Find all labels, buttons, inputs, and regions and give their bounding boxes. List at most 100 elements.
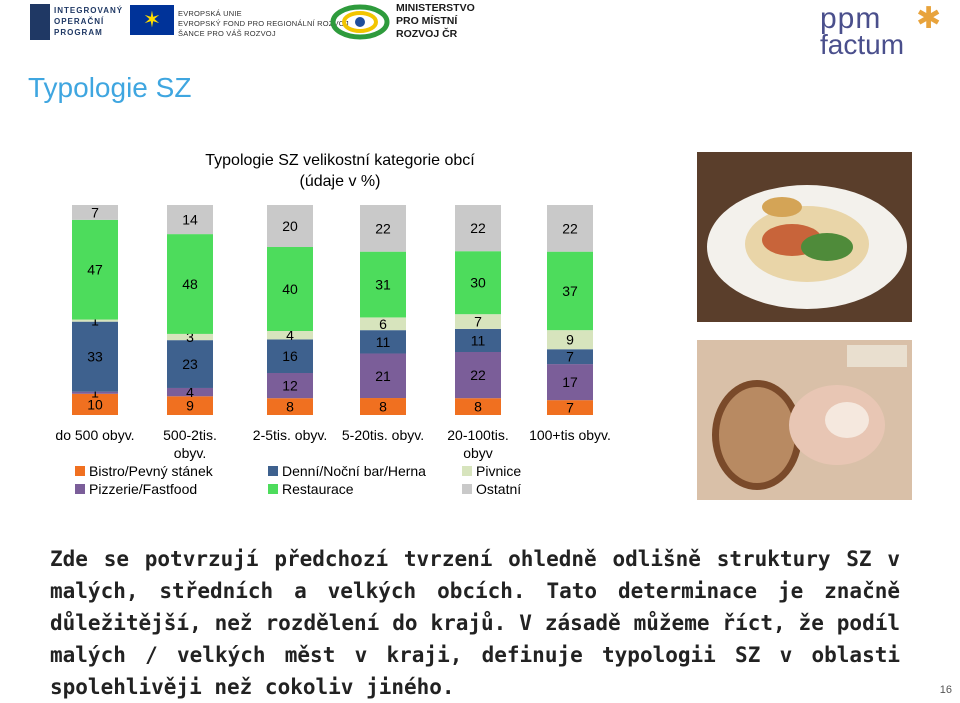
- data-label: 8: [286, 399, 294, 415]
- data-label: 8: [379, 399, 387, 415]
- bar-segment: [547, 330, 593, 350]
- bar-segment: [72, 205, 118, 220]
- plate-illustration-icon: [697, 152, 912, 322]
- eu-logo-line: EVROPSKÁ UNIE: [178, 9, 242, 18]
- data-label: 4: [286, 327, 294, 343]
- bar-segment: [267, 339, 313, 373]
- bar-segment: [167, 387, 213, 397]
- data-label: 7: [566, 400, 574, 416]
- data-label: 7: [91, 204, 99, 220]
- legend-label: Bistro/Pevný stánek: [89, 463, 214, 479]
- data-label: 22: [562, 220, 578, 236]
- ppm-star-icon: ✱: [916, 2, 942, 35]
- bar-segment: [547, 205, 593, 252]
- legend-swatch: [75, 484, 85, 494]
- legend-label: Pivnice: [476, 463, 521, 479]
- data-label: 1: [91, 313, 99, 329]
- category-tick-label: obyv: [463, 445, 493, 461]
- bar-segment: [267, 398, 313, 415]
- bar-segment: [360, 398, 406, 415]
- bar-segment: [267, 373, 313, 399]
- bar-segment: [72, 393, 118, 415]
- data-label: 7: [474, 314, 482, 330]
- eu-flag-icon: ✶: [130, 5, 174, 35]
- category-tick-label: 20-100tis.: [447, 427, 508, 443]
- bar-segment: [72, 319, 118, 322]
- bar-segment: [455, 328, 501, 352]
- bar-segment: [360, 205, 406, 252]
- bar-segment: [267, 331, 313, 340]
- data-label: 33: [87, 349, 103, 365]
- iop-logo-icon: [30, 4, 50, 40]
- data-label: 47: [87, 262, 103, 278]
- ppm-logo-bottom: factum: [820, 29, 905, 60]
- data-label: 10: [87, 396, 103, 412]
- data-label: 22: [470, 367, 486, 383]
- bar-segment: [455, 352, 501, 399]
- bar-segment: [360, 317, 406, 331]
- bar-segment: [455, 251, 501, 315]
- data-label: 48: [182, 276, 198, 292]
- mmr-logo-line: ROZVOJ ČR: [396, 28, 458, 40]
- bar-segment: [72, 321, 118, 392]
- bar-segment: [167, 205, 213, 235]
- data-label: 9: [186, 398, 194, 414]
- category-tick-label: 5-20tis. obyv.: [342, 427, 424, 443]
- iop-logo-line: INTEGROVANÝ: [54, 6, 124, 15]
- eu-logo-text: EVROPSKÁ UNIE EVROPSKÝ FOND PRO REGIONÁL…: [178, 9, 349, 39]
- food-photo-sausage: [697, 340, 912, 500]
- data-label: 20: [282, 218, 298, 234]
- category-tick-label: do 500 obyv.: [55, 427, 134, 443]
- data-label: 4: [186, 384, 194, 400]
- legend-swatch: [268, 466, 278, 476]
- mmr-logo: MINISTERSTVO PRO MÍSTNÍ ROZVOJ ČR: [396, 2, 475, 41]
- data-label: 7: [566, 349, 574, 365]
- data-label: 30: [470, 275, 486, 291]
- iop-logo-line: PROGRAM: [54, 28, 103, 37]
- bar-segment: [455, 314, 501, 329]
- category-tick-label: 2-5tis. obyv.: [253, 427, 327, 443]
- legend-swatch: [75, 466, 85, 476]
- bar-segment: [360, 353, 406, 399]
- bar-segment: [72, 391, 118, 394]
- data-label: 31: [375, 277, 391, 293]
- data-label: 22: [470, 220, 486, 236]
- data-label: 16: [282, 348, 298, 364]
- bar-segment: [547, 400, 593, 415]
- bar-segment: [455, 205, 501, 252]
- data-label: 11: [376, 334, 391, 350]
- category-tick-label: 500-2tis.: [163, 427, 217, 443]
- iop-logo: INTEGROVANÝ OPERAČNÍ PROGRAM: [30, 4, 125, 42]
- chart-title-line: (údaje v %): [299, 173, 381, 190]
- chart-title-line: Typologie SZ velikostní kategorie obcí: [205, 152, 475, 169]
- data-label: 17: [562, 374, 578, 390]
- data-label: 1: [91, 385, 99, 401]
- data-label: 21: [375, 368, 391, 384]
- bar-segment: [167, 234, 213, 334]
- category-tick-label: obyv.: [174, 445, 206, 461]
- data-label: 3: [186, 329, 194, 345]
- food-photo-plate: [697, 152, 912, 322]
- mmr-logo-line: MINISTERSTVO: [396, 2, 475, 14]
- page-title: Typologie SZ: [28, 72, 192, 103]
- sausage-illustration-icon: [697, 340, 912, 500]
- legend-label: Restaurace: [282, 481, 354, 497]
- page-number: 16: [939, 684, 952, 696]
- regional-swirl-icon: [330, 4, 390, 40]
- data-label: 14: [182, 212, 198, 228]
- category-tick-label: 100+tis obyv.: [529, 427, 611, 443]
- bar-segment: [547, 364, 593, 401]
- data-label: 11: [471, 332, 486, 348]
- bar-segment: [455, 398, 501, 415]
- data-label: 23: [182, 356, 198, 372]
- legend-swatch: [268, 484, 278, 494]
- data-label: 40: [282, 281, 298, 297]
- data-label: 6: [379, 316, 387, 332]
- bar-segment: [267, 247, 313, 331]
- data-label: 12: [282, 378, 298, 394]
- bar-segment: [360, 251, 406, 318]
- bar-segment: [167, 396, 213, 415]
- ppm-factum-logo: ppm ✱ factum: [818, 4, 943, 60]
- data-label: 8: [474, 399, 482, 415]
- bar-segment: [267, 205, 313, 247]
